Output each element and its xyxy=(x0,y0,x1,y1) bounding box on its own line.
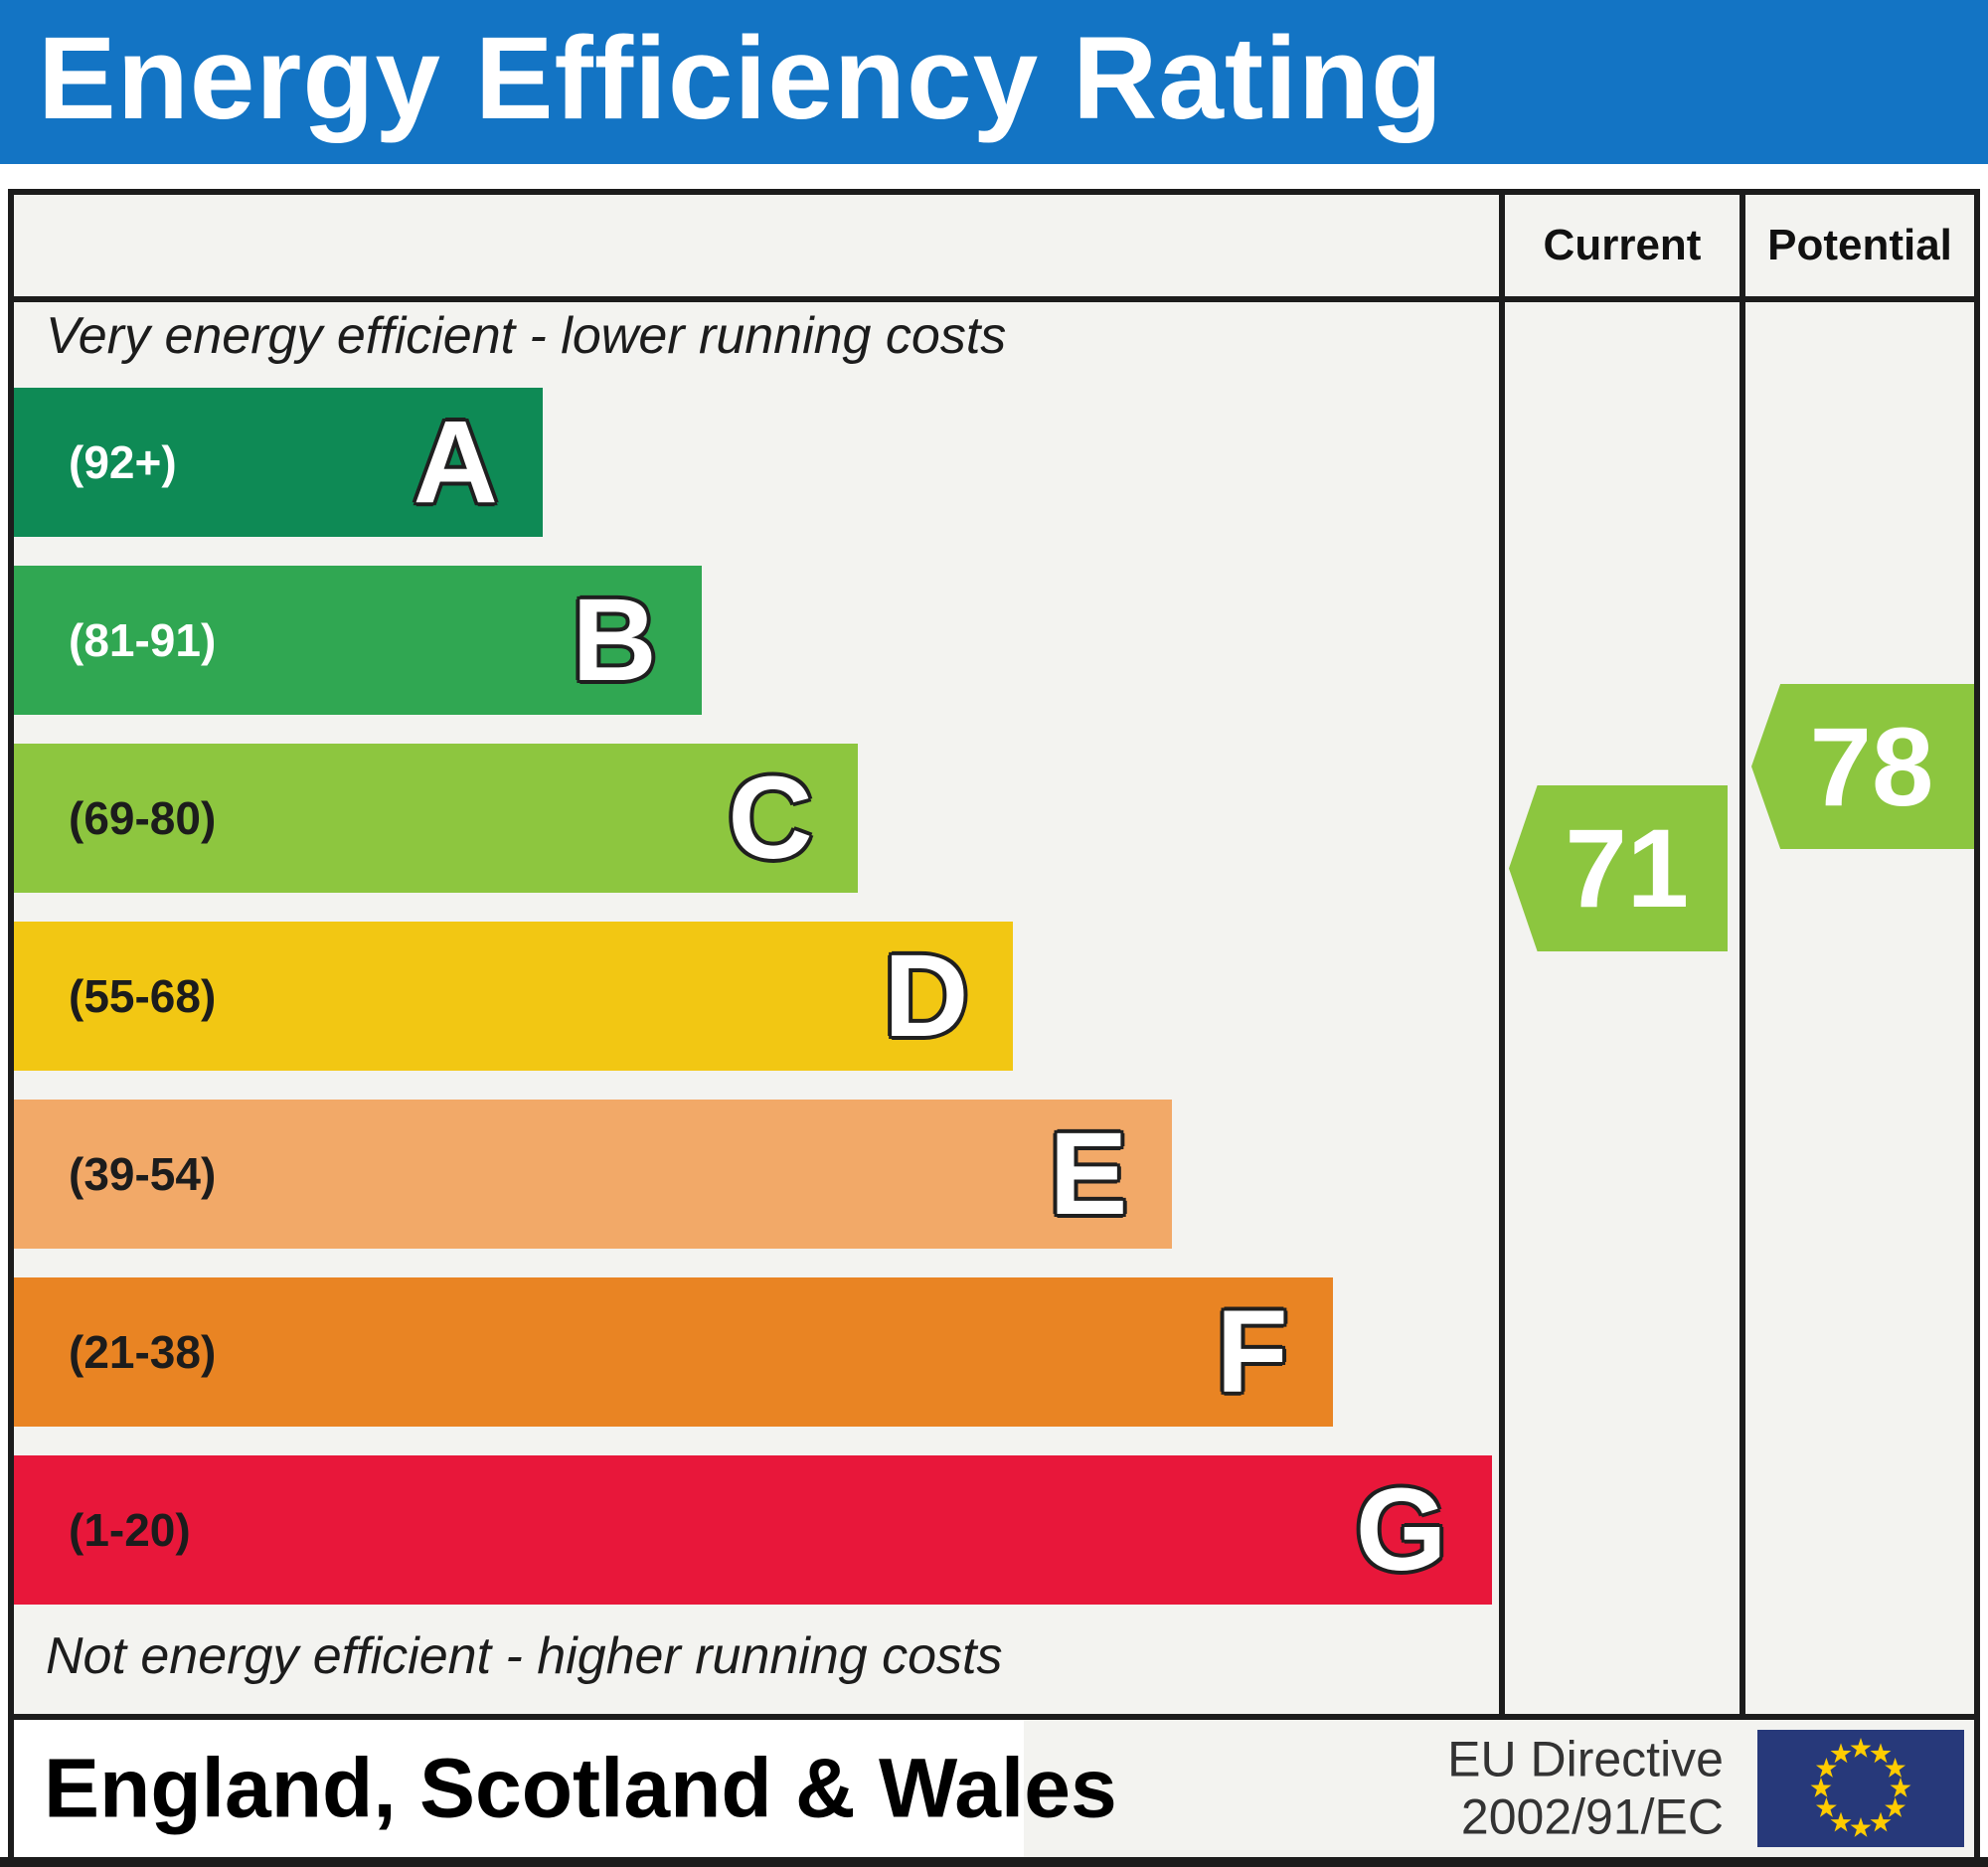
bottom-border xyxy=(0,1857,1988,1867)
band-range-label: (81-91) xyxy=(69,614,217,666)
eu-directive-line1: EU Directive xyxy=(1447,1731,1724,1787)
column-divider-potential xyxy=(1740,195,1745,1714)
band-letter: D xyxy=(884,931,969,1062)
band-letter: A xyxy=(413,397,498,528)
title-bar: Energy Efficiency Rating xyxy=(0,0,1988,164)
column-header-potential: Potential xyxy=(1767,221,1952,269)
band-letter: E xyxy=(1049,1108,1128,1240)
band-range-label: (92+) xyxy=(69,436,177,488)
band-letter: B xyxy=(572,575,657,706)
eu-directive-line2: 2002/91/EC xyxy=(1460,1788,1724,1844)
band-range-label: (39-54) xyxy=(69,1148,217,1200)
band-bar: (21-38) F xyxy=(14,1277,1333,1427)
current-rating-value: 71 xyxy=(1565,806,1690,931)
band-row: (81-91) B xyxy=(14,566,1499,715)
page-title: Energy Efficiency Rating xyxy=(38,13,1444,144)
top-note: Very energy efficient - lower running co… xyxy=(46,307,1007,365)
band-bar: (69-80) C xyxy=(14,744,858,893)
band-bar: (55-68) D xyxy=(14,922,1014,1071)
band-range-label: (21-38) xyxy=(69,1326,217,1378)
potential-rating-arrow: 78 xyxy=(1751,684,1974,849)
potential-rating-value: 78 xyxy=(1809,704,1934,829)
band-letter: C xyxy=(728,753,813,884)
band-range-label: (69-80) xyxy=(69,792,217,844)
band-range-label: (55-68) xyxy=(69,970,217,1022)
band-row: (69-80) C xyxy=(14,744,1499,893)
band-bars: (92+) A (81-91) B (69-80) C (55-68) D (3… xyxy=(14,388,1499,1633)
column-header-current: Current xyxy=(1543,221,1702,269)
eu-directive-label: EU Directive 2002/91/EC xyxy=(1447,1732,1724,1846)
footer: England, Scotland & Wales EU Directive 2… xyxy=(8,1720,1980,1857)
band-bar: (81-91) B xyxy=(14,566,702,715)
band-row: (55-68) D xyxy=(14,922,1499,1071)
eu-flag-icon xyxy=(1757,1730,1964,1847)
band-row: (92+) A xyxy=(14,388,1499,537)
footer-region-label: England, Scotland & Wales xyxy=(44,1741,1117,1835)
band-bar: (1-20) G xyxy=(14,1455,1492,1605)
band-letter: G xyxy=(1355,1464,1447,1596)
band-bar: (92+) A xyxy=(14,388,543,537)
bottom-note: Not energy efficient - higher running co… xyxy=(46,1627,1003,1685)
band-range-label: (1-20) xyxy=(69,1504,191,1556)
band-letter: F xyxy=(1216,1286,1288,1418)
column-divider-current xyxy=(1499,195,1505,1714)
table-header-row: Current Potential xyxy=(14,195,1974,302)
band-bar: (39-54) E xyxy=(14,1100,1173,1249)
current-rating-arrow: 71 xyxy=(1509,785,1728,951)
band-row: (21-38) F xyxy=(14,1277,1499,1427)
rating-table: Current Potential Very energy efficient … xyxy=(8,189,1980,1720)
band-row: (39-54) E xyxy=(14,1100,1499,1249)
band-row: (1-20) G xyxy=(14,1455,1499,1605)
